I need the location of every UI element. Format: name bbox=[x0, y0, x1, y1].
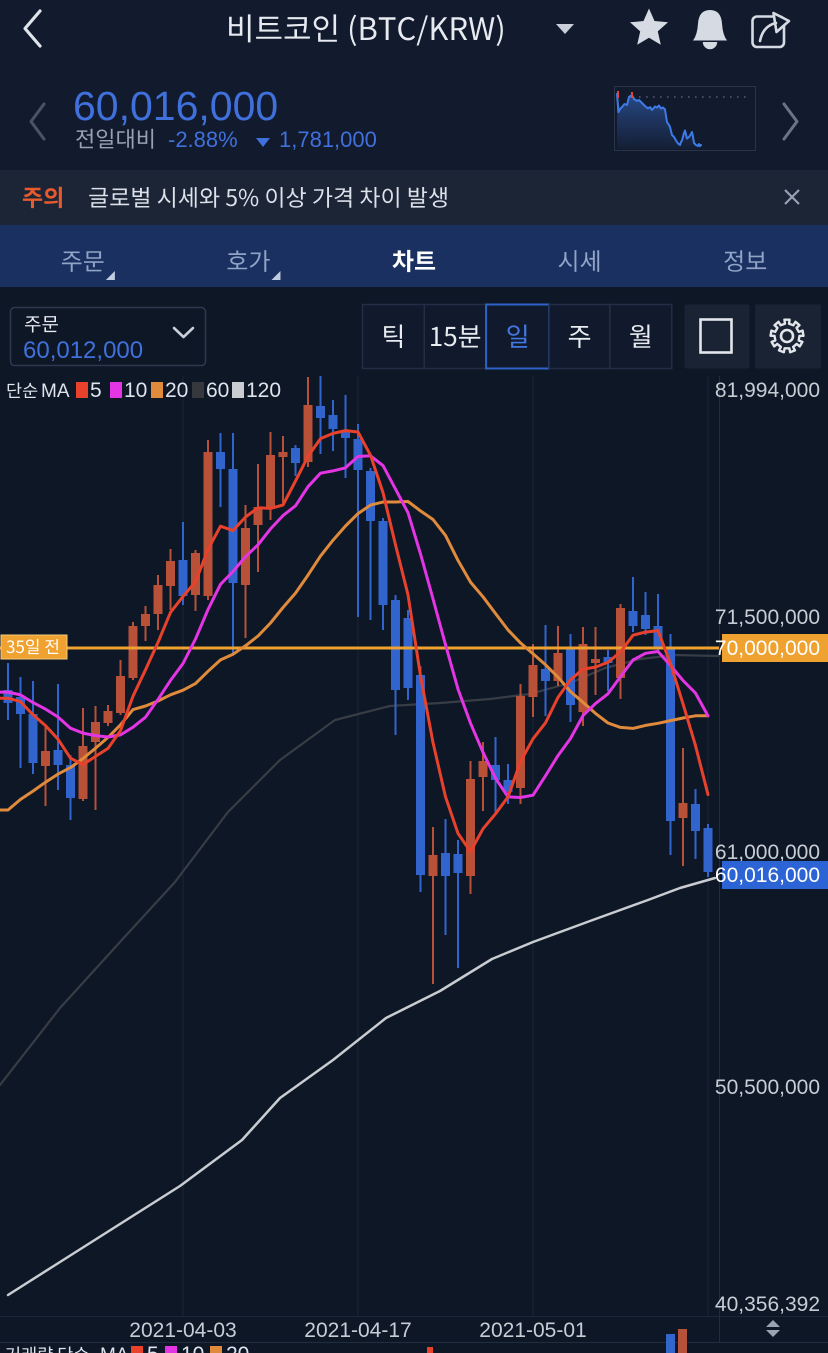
svg-text:61,000,000: 61,000,000 bbox=[715, 841, 820, 864]
svg-text:71,500,000: 71,500,000 bbox=[715, 606, 820, 629]
svg-text:1,781,000: 1,781,000 bbox=[279, 127, 377, 152]
svg-text:5: 5 bbox=[90, 379, 102, 402]
svg-text:10: 10 bbox=[124, 379, 147, 402]
svg-text:20: 20 bbox=[165, 379, 188, 402]
svg-text:2021-04-03: 2021-04-03 bbox=[129, 1319, 236, 1342]
svg-text:60: 60 bbox=[206, 379, 229, 402]
svg-text:5: 5 bbox=[147, 1343, 159, 1353]
svg-text:10: 10 bbox=[181, 1343, 204, 1353]
svg-text:60,012,000: 60,012,000 bbox=[23, 337, 143, 364]
svg-text:-2.88%: -2.88% bbox=[168, 127, 238, 152]
svg-text:2021-04-17: 2021-04-17 bbox=[304, 1319, 411, 1342]
svg-text:MA: MA bbox=[41, 381, 70, 402]
svg-text:70,000,000: 70,000,000 bbox=[715, 637, 820, 660]
svg-text:120: 120 bbox=[246, 379, 281, 402]
svg-text:60,016,000: 60,016,000 bbox=[73, 83, 278, 129]
svg-text:50,500,000: 50,500,000 bbox=[715, 1076, 820, 1099]
svg-text:40,356,392: 40,356,392 bbox=[715, 1293, 820, 1316]
svg-text:81,994,000: 81,994,000 bbox=[715, 379, 820, 402]
svg-text:2021-05-01: 2021-05-01 bbox=[479, 1319, 586, 1342]
svg-text:60,016,000: 60,016,000 bbox=[715, 864, 820, 887]
svg-text:20: 20 bbox=[226, 1343, 249, 1353]
svg-text:MA: MA bbox=[100, 1345, 129, 1353]
